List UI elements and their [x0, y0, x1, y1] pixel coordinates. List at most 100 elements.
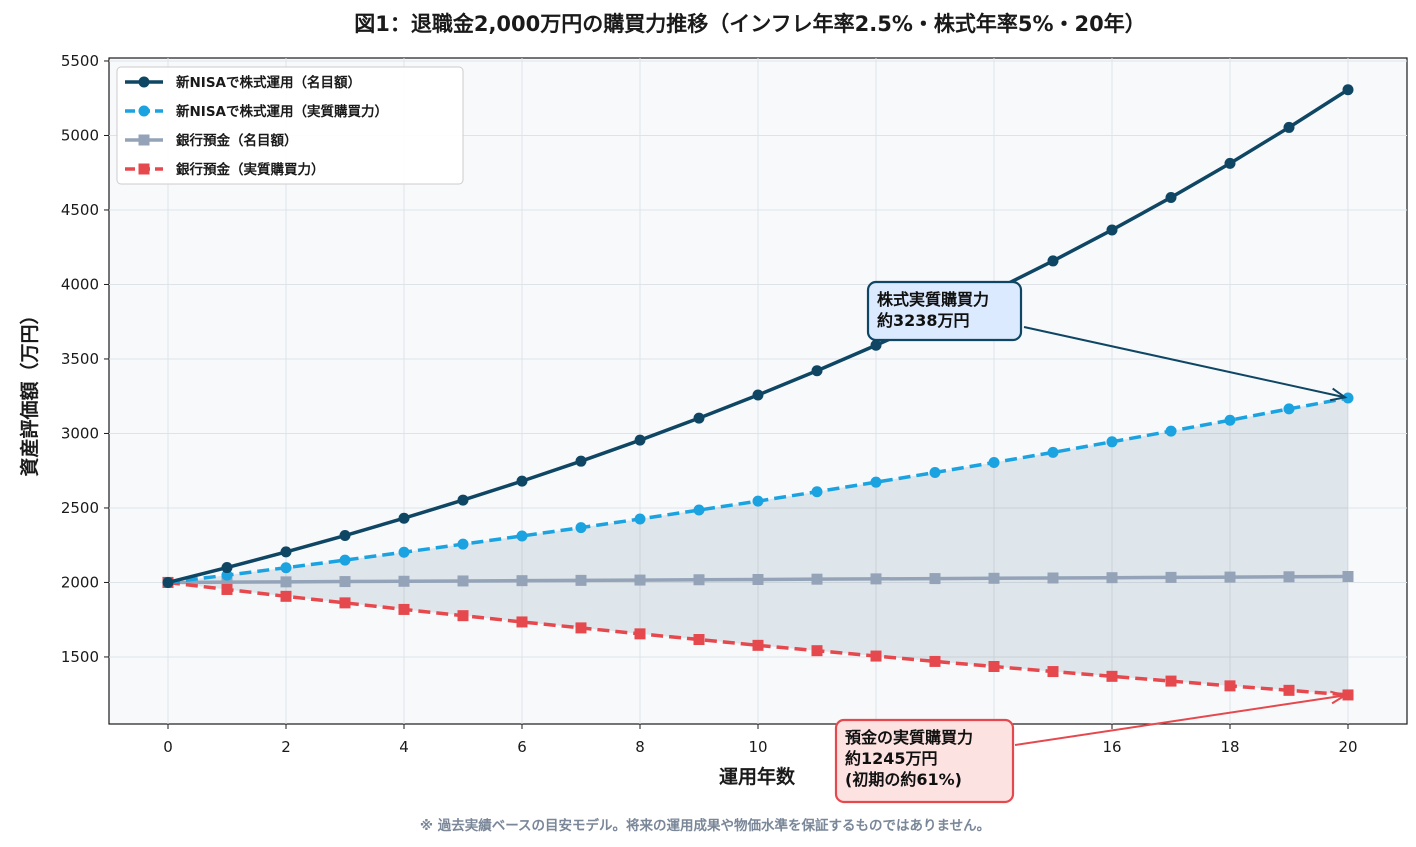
real-value-gap-band	[168, 398, 1348, 695]
y-axis-label: 資産評価額（万円）	[18, 305, 41, 476]
data-point	[1224, 571, 1236, 583]
data-point	[988, 660, 1000, 672]
annotation-box	[834, 718, 1015, 804]
data-point	[339, 576, 351, 588]
data-point	[1165, 425, 1177, 437]
data-point	[516, 575, 528, 587]
data-point	[1047, 666, 1059, 678]
data-point	[516, 475, 528, 487]
data-point	[752, 495, 764, 507]
annotation-text: 約1245万円	[845, 749, 938, 768]
x-tick-label: 16	[1102, 738, 1121, 756]
y-tick-label: 2500	[61, 499, 99, 517]
data-point	[1224, 157, 1236, 169]
data-point	[634, 574, 646, 586]
data-point	[162, 576, 174, 588]
data-point	[398, 603, 410, 615]
data-point	[870, 476, 882, 488]
data-point	[457, 538, 469, 550]
data-point	[634, 513, 646, 525]
y-tick-label: 5500	[61, 52, 99, 70]
data-point	[575, 455, 587, 467]
data-point	[1224, 680, 1236, 692]
data-point	[516, 530, 528, 542]
x-tick-label: 2	[281, 738, 291, 756]
legend: 新NISAで株式運用（名目額） 新NISAで株式運用（実質購買力） 銀行預金（名目額…	[116, 66, 464, 185]
data-point	[870, 339, 882, 351]
data-point	[1106, 670, 1118, 682]
data-point	[1106, 224, 1118, 236]
data-point	[280, 546, 292, 558]
data-point	[1283, 121, 1295, 133]
data-point	[929, 466, 941, 478]
data-point	[1342, 392, 1354, 404]
data-point	[634, 628, 646, 640]
data-point	[988, 572, 1000, 584]
data-point	[516, 616, 528, 628]
data-point	[1106, 436, 1118, 448]
legend-label: 銀行預金（名目額）	[176, 132, 298, 149]
x-tick-label: 0	[163, 738, 173, 756]
data-point	[280, 590, 292, 602]
annotation-text: 約3238万円	[877, 311, 970, 330]
annotation-arrow-head	[1330, 690, 1348, 705]
data-point	[575, 522, 587, 534]
data-point	[1283, 403, 1295, 415]
data-point	[870, 573, 882, 585]
x-tick-label: 20	[1338, 738, 1357, 756]
data-point	[221, 569, 233, 581]
data-point	[752, 389, 764, 401]
annotation-arrow-line	[1023, 326, 1346, 399]
data-point	[1165, 571, 1177, 583]
data-point	[280, 576, 292, 588]
data-point	[693, 574, 705, 586]
data-point	[575, 622, 587, 634]
annotation-text: 株式実質購買力	[877, 290, 989, 309]
annotation-text: 預金の実質購買力	[845, 728, 973, 747]
data-point	[811, 573, 823, 585]
data-point	[398, 546, 410, 558]
x-tick-label: 18	[1220, 738, 1239, 756]
data-point	[1342, 570, 1354, 582]
y-tick-label: 3500	[61, 350, 99, 368]
data-point	[339, 530, 351, 542]
data-point	[457, 575, 469, 587]
data-point	[339, 597, 351, 609]
legend-marker	[138, 134, 150, 146]
data-point	[870, 650, 882, 662]
data-point	[988, 457, 1000, 469]
legend-marker	[138, 163, 150, 175]
data-point	[1283, 684, 1295, 696]
x-tick-label: 4	[399, 738, 409, 756]
legend-box	[116, 66, 464, 185]
data-point	[398, 575, 410, 587]
annotation-box	[866, 280, 1023, 342]
data-point	[221, 583, 233, 595]
legend-marker	[138, 105, 150, 117]
y-tick-label: 5000	[61, 126, 99, 144]
y-tick-label: 4500	[61, 201, 99, 219]
y-tick-label: 2000	[61, 573, 99, 591]
x-tick-label: 8	[635, 738, 645, 756]
data-point	[398, 512, 410, 524]
legend-marker	[138, 76, 150, 88]
data-point	[1224, 414, 1236, 426]
data-point	[1342, 84, 1354, 96]
data-point	[1106, 572, 1118, 584]
data-point	[1342, 689, 1354, 701]
data-point	[457, 494, 469, 506]
data-point	[457, 610, 469, 622]
x-tick-label: 10	[748, 738, 767, 756]
x-axis-label: 運用年数	[719, 765, 796, 788]
series-layer	[162, 84, 1354, 701]
y-tick-label: 1500	[61, 648, 99, 666]
data-point	[1283, 571, 1295, 583]
data-point	[929, 655, 941, 667]
data-point	[1165, 675, 1177, 687]
data-point	[1047, 572, 1059, 584]
data-point	[280, 562, 292, 574]
chart-title: 図1：退職金2,000万円の購買力推移（インフレ年率2.5%・株式年率5%・20…	[354, 12, 1146, 36]
